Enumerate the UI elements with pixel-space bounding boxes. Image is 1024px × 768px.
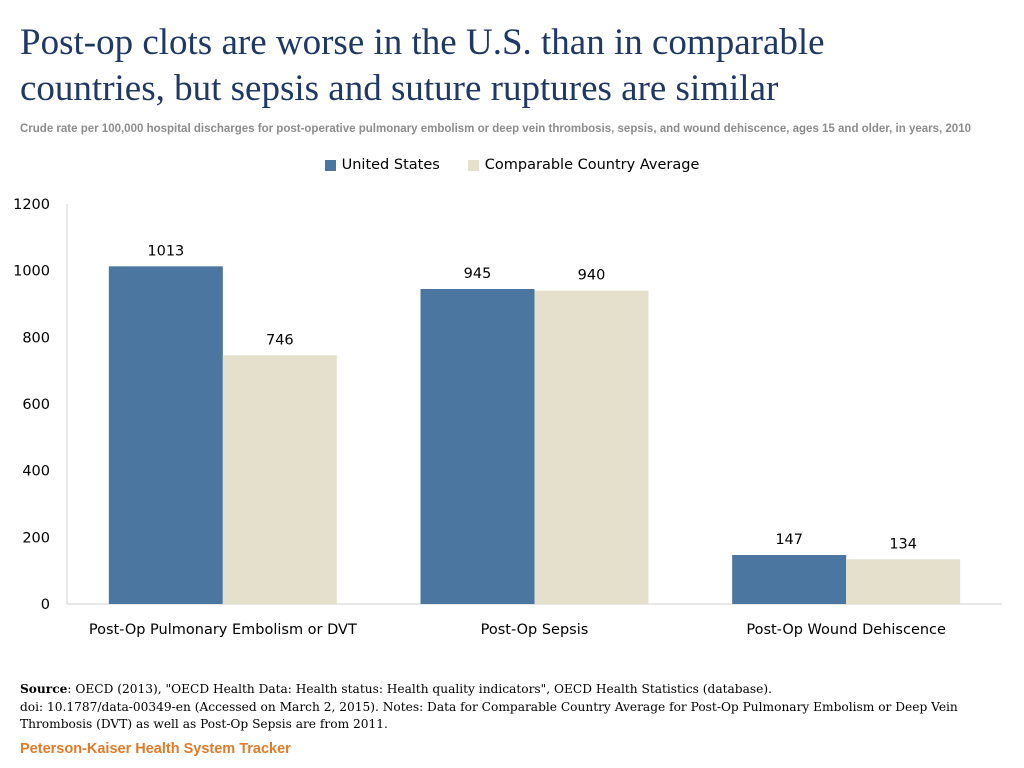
- legend-label-united-states: United States: [341, 157, 440, 173]
- bar-united-states-post-op-sepsis: [420, 289, 535, 604]
- source-text: : OECD (2013), "OECD Health Data: Health…: [67, 682, 772, 696]
- source-line-1: Source: OECD (2013), "OECD Health Data: …: [20, 681, 1010, 699]
- legend-swatch-comparable-country-average: [467, 159, 479, 171]
- data-label-united-states-post-op-sepsis: 945: [464, 266, 492, 282]
- legend-swatch-united-states: [324, 159, 336, 171]
- x-category-label-post-op-wound-dehiscence: Post-Op Wound Dehiscence: [746, 622, 946, 638]
- y-tick-label-0: 0: [41, 597, 50, 613]
- data-label-comparable-country-average-post-op-sepsis: 940: [578, 268, 606, 284]
- chart-title: Post-op clots are worse in the U.S. than…: [20, 20, 1010, 112]
- y-tick-label-200: 200: [22, 530, 50, 546]
- bar-united-states-post-op-wound-dehiscence: [732, 555, 847, 604]
- y-tick-label-400: 400: [22, 464, 50, 480]
- data-label-comparable-country-average-post-op-wound-dehiscence: 134: [889, 536, 917, 552]
- data-label-comparable-country-average-post-op-pulmonary-embolism-or-dvt: 746: [266, 332, 294, 348]
- legend-item-united-states: United States: [324, 157, 440, 173]
- bar-comparable-country-average-post-op-sepsis: [534, 290, 649, 604]
- y-tick-label-1200: 1200: [13, 197, 50, 213]
- brand-logo-text: Peterson-Kaiser Health System Tracker: [20, 741, 291, 757]
- y-tick-label-600: 600: [22, 397, 50, 413]
- x-category-label-post-op-sepsis: Post-Op Sepsis: [481, 622, 589, 638]
- legend-item-comparable-country-average: Comparable Country Average: [467, 157, 700, 173]
- source-label: Source: [20, 682, 68, 696]
- chart-legend: United States Comparable Country Average: [0, 157, 1024, 173]
- x-category-label-post-op-pulmonary-embolism-or-dvt: Post-Op Pulmonary Embolism or DVT: [89, 622, 357, 638]
- y-tick-label-800: 800: [22, 330, 50, 346]
- source-note: Source: OECD (2013), "OECD Health Data: …: [20, 681, 1010, 734]
- data-label-united-states-post-op-wound-dehiscence: 147: [775, 532, 803, 548]
- bar-comparable-country-average-post-op-wound-dehiscence: [846, 559, 961, 604]
- source-line-2: doi: 10.1787/data-00349-en (Accessed on …: [20, 699, 958, 732]
- bar-chart: 0 200 400 600 800 1000 1200 1013 746 Post-Op Pulm…: [13, 197, 1002, 638]
- legend-label-comparable-country-average: Comparable Country Average: [484, 157, 700, 173]
- y-tick-label-1000: 1000: [13, 264, 50, 280]
- chart-title-line-1: Post-op clots are worse in the U.S. than…: [20, 22, 825, 63]
- bar-united-states-post-op-pulmonary-embolism-or-dvt: [108, 266, 223, 604]
- chart-subtitle: Crude rate per 100,000 hospital discharg…: [20, 123, 971, 135]
- data-label-united-states-post-op-pulmonary-embolism-or-dvt: 1013: [147, 243, 184, 259]
- chart-title-line-2: countries, but sepsis and suture rupture…: [20, 68, 779, 109]
- bar-comparable-country-average-post-op-pulmonary-embolism-or-dvt: [222, 355, 337, 604]
